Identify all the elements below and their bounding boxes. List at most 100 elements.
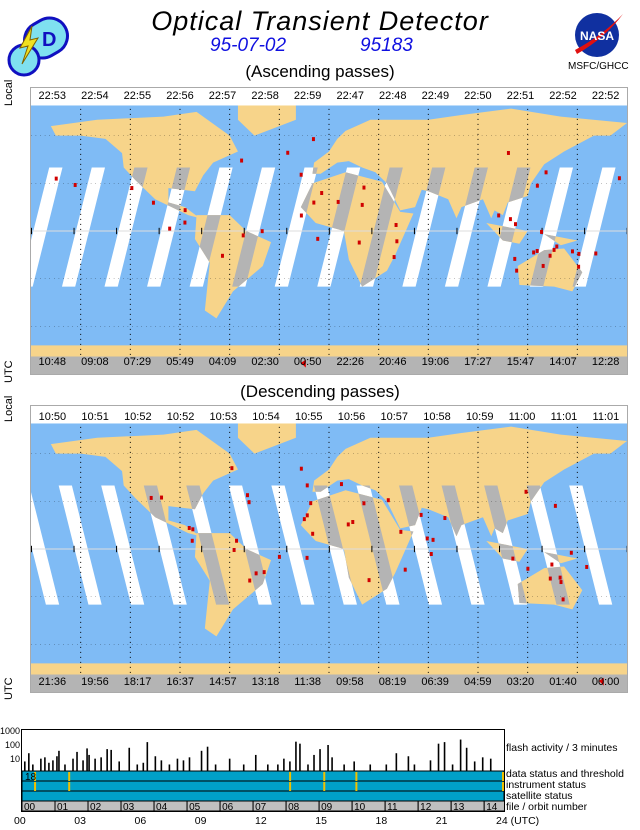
flash-dot [360, 202, 364, 207]
nasa-logo: NASA [573, 10, 623, 65]
pass-time: 10:53 [209, 411, 238, 423]
top-strip [31, 406, 627, 424]
flash-dot [316, 236, 320, 241]
equator-tick [456, 545, 458, 553]
org-label: MSFC/GHCC [568, 61, 629, 72]
status-flag [68, 782, 71, 791]
flash-dot [309, 501, 313, 506]
flash-bar [64, 764, 66, 771]
data-status-bar [21, 770, 505, 782]
flash-bar [295, 741, 297, 771]
flash-bar [481, 757, 484, 771]
flash-bar [429, 760, 432, 771]
pass-time: 22:55 [123, 90, 152, 102]
equator-tick [584, 545, 586, 553]
satellite-marker [300, 359, 306, 368]
x-tick-label: 18 [375, 815, 388, 827]
flash-dot [311, 531, 315, 536]
pass-time: 10:54 [252, 411, 280, 423]
flash-bar [369, 764, 372, 771]
flash-bar [395, 753, 398, 771]
pass-time: 04:59 [463, 676, 492, 688]
pass-time: 09:08 [81, 356, 109, 368]
pass-time: 22:51 [506, 90, 535, 102]
flash-dot [394, 223, 398, 227]
pass-time: 10:55 [295, 411, 323, 423]
descending-title: (Descending passes) [240, 382, 400, 401]
y-tick-label: 1000 [0, 726, 20, 736]
equator-tick [116, 545, 118, 553]
flash-dot [552, 247, 556, 252]
flash-bar [307, 764, 309, 771]
equator-tick [158, 227, 160, 235]
equator-tick [456, 227, 458, 235]
flash-dot [524, 489, 528, 494]
orbit-number: 14 [486, 802, 498, 811]
pass-time: 00:50 [293, 356, 322, 368]
x-tick-label: 15 [315, 815, 327, 827]
flash-dot [305, 555, 309, 560]
flash-dot [541, 263, 545, 268]
flash-bar [56, 756, 58, 771]
flash-dot [513, 256, 517, 261]
flash-dot [235, 538, 239, 543]
flash-bar [489, 758, 492, 771]
flash-bar [385, 764, 388, 771]
flash-dot [247, 500, 251, 505]
pass-time: 22:49 [421, 90, 450, 102]
flash-dot [367, 578, 371, 583]
flash-bar [110, 749, 112, 771]
pass-time: 10:48 [38, 356, 67, 368]
flash-dot [232, 548, 236, 552]
x-tick-label: 12 [255, 815, 267, 827]
flash-bar [86, 748, 88, 771]
y-tick-label: 100 [4, 740, 20, 750]
flash-dot [511, 556, 515, 561]
flash-bar [188, 757, 191, 771]
status-flag [68, 772, 71, 781]
x-tick-label: 03 [74, 815, 86, 827]
flash-bar [94, 758, 96, 771]
flash-bar [267, 764, 269, 771]
flash-dot [617, 176, 621, 181]
flash-bar [58, 750, 60, 771]
status-row-label: instrument status [506, 779, 586, 791]
flash-bar [313, 754, 315, 771]
pass-time: 22:58 [251, 90, 279, 102]
flash-bar [206, 746, 209, 771]
pass-time: 11:38 [294, 676, 322, 688]
flash-bar [176, 758, 179, 771]
flash-dot [585, 564, 589, 569]
instrument-status-bar [21, 780, 505, 792]
flash-bar [76, 751, 78, 771]
pass-time: 22:52 [549, 90, 577, 102]
status-row-label: data status and threshold [506, 768, 624, 780]
status-flag [501, 782, 504, 791]
equator-tick [31, 545, 32, 553]
pass-time: 10:57 [380, 411, 408, 423]
pass-time: 14:57 [209, 676, 237, 688]
flash-dot [320, 191, 324, 195]
equator-tick [31, 227, 32, 235]
orbit-number: 12 [420, 802, 432, 811]
flash-dot [443, 516, 447, 521]
flash-bar [407, 756, 410, 771]
flash-dot [299, 172, 303, 177]
flash-bar [28, 753, 30, 771]
flash-bar [160, 760, 163, 771]
equator-tick [413, 545, 415, 553]
flash-dot [187, 525, 191, 530]
flash-dot [230, 466, 234, 471]
orbit-number: 03 [123, 802, 135, 811]
flash-dot [305, 513, 309, 518]
pass-time: 17:27 [464, 356, 492, 368]
flash-dot [508, 217, 512, 222]
status-row-label: file / orbit number [506, 801, 588, 813]
flash-dot [515, 268, 519, 273]
pass-time: 22:50 [464, 90, 492, 102]
svg-text:D: D [42, 29, 56, 51]
pass-time: 10:59 [465, 411, 494, 423]
flash-dot [403, 567, 407, 572]
equator-tick [73, 545, 75, 553]
flash-bar [44, 757, 46, 771]
